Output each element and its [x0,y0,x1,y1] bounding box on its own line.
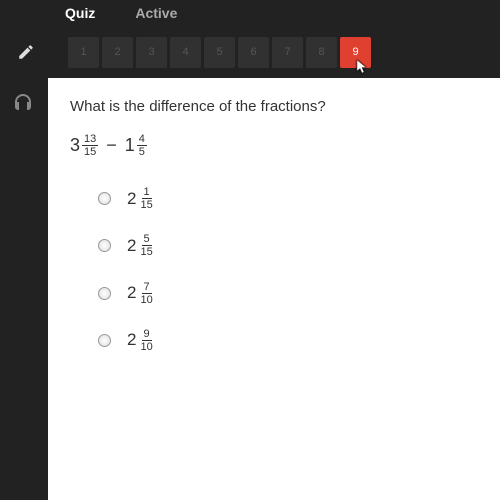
cursor-icon [355,59,369,78]
option-value: 2 710 [127,281,155,306]
q-nav-4[interactable]: 4 [170,37,201,68]
radio-icon[interactable] [98,287,111,300]
radio-icon[interactable] [98,192,111,205]
option-value: 2 910 [127,328,155,353]
content-panel: What is the difference of the fractions?… [48,78,500,500]
operand-a: 3 13 15 [70,133,98,158]
radio-icon[interactable] [98,334,111,347]
option-1[interactable]: 2 115 [98,186,478,211]
q-nav-6[interactable]: 6 [238,37,269,68]
option-4[interactable]: 2 910 [98,328,478,353]
tab-active[interactable]: Active [115,0,197,30]
q-nav-8[interactable]: 8 [306,37,337,68]
operator: − [106,135,117,156]
question-nav: 1 2 3 4 5 6 7 8 9 [68,37,371,68]
q-nav-1[interactable]: 1 [68,37,99,68]
q-nav-2[interactable]: 2 [102,37,133,68]
option-value: 2 115 [127,186,155,211]
q-nav-7[interactable]: 7 [272,37,303,68]
options-list: 2 115 2 515 2 710 [70,186,478,353]
toolbar: 1 2 3 4 5 6 7 8 9 [0,30,500,74]
operand-b: 1 4 5 [125,133,147,158]
question-text: What is the difference of the fractions? [70,98,478,115]
option-3[interactable]: 2 710 [98,281,478,306]
option-value: 2 515 [127,233,155,258]
q-nav-5[interactable]: 5 [204,37,235,68]
radio-icon[interactable] [98,239,111,252]
q-nav-9[interactable]: 9 [340,37,371,68]
tab-quiz[interactable]: Quiz [45,0,115,30]
option-2[interactable]: 2 515 [98,233,478,258]
expression: 3 13 15 − 1 4 5 [70,133,478,158]
headphones-icon[interactable] [8,88,38,118]
q-nav-3[interactable]: 3 [136,37,167,68]
tab-bar: Quiz Active [0,0,500,30]
pencil-icon[interactable] [12,38,40,66]
